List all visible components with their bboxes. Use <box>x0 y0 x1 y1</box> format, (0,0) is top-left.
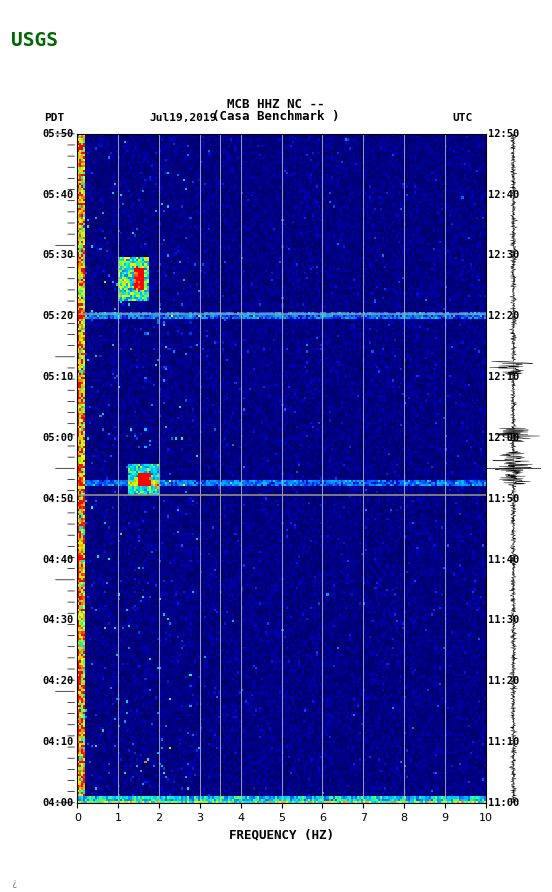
Text: 11:40: 11:40 <box>488 555 519 565</box>
Text: 04:50: 04:50 <box>42 493 73 504</box>
Text: 11:00: 11:00 <box>488 797 519 808</box>
Text: 11:50: 11:50 <box>488 493 519 504</box>
Text: 12:20: 12:20 <box>488 311 519 321</box>
Text: 05:50: 05:50 <box>42 128 73 139</box>
X-axis label: FREQUENCY (HZ): FREQUENCY (HZ) <box>229 828 334 841</box>
Text: ¿: ¿ <box>11 878 17 888</box>
Text: 12:00: 12:00 <box>488 433 519 443</box>
Text: 04:40: 04:40 <box>42 555 73 565</box>
Text: 05:30: 05:30 <box>42 251 73 260</box>
Text: 05:10: 05:10 <box>42 372 73 382</box>
Text: PDT: PDT <box>44 113 65 123</box>
Text: (Casa Benchmark ): (Casa Benchmark ) <box>213 110 339 123</box>
Text: 05:20: 05:20 <box>42 311 73 321</box>
Text: 05:40: 05:40 <box>42 190 73 200</box>
Text: 04:10: 04:10 <box>42 737 73 747</box>
Text: USGS: USGS <box>11 31 58 50</box>
Text: 11:30: 11:30 <box>488 615 519 625</box>
Text: 04:00: 04:00 <box>42 797 73 808</box>
Text: 05:00: 05:00 <box>42 433 73 443</box>
Text: Jul19,2019: Jul19,2019 <box>149 113 216 123</box>
Text: MCB HHZ NC --: MCB HHZ NC -- <box>227 98 325 112</box>
Text: 12:50: 12:50 <box>488 128 519 139</box>
Text: 12:10: 12:10 <box>488 372 519 382</box>
Text: 04:30: 04:30 <box>42 615 73 625</box>
Text: 11:10: 11:10 <box>488 737 519 747</box>
Text: UTC: UTC <box>453 113 473 123</box>
Text: 11:20: 11:20 <box>488 676 519 686</box>
Text: 12:30: 12:30 <box>488 251 519 260</box>
Text: 12:40: 12:40 <box>488 190 519 200</box>
Text: 04:20: 04:20 <box>42 676 73 686</box>
